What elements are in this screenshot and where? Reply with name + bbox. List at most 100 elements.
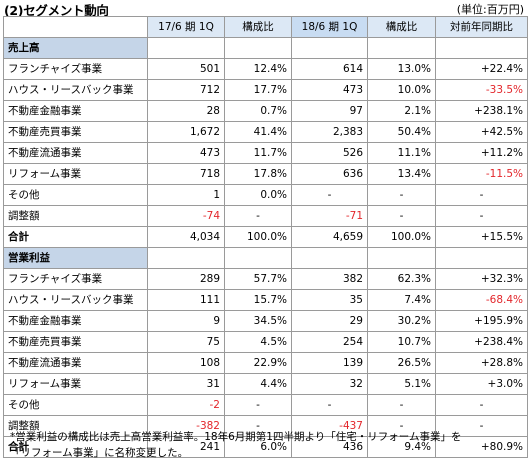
value-cell: +238.1%	[435, 100, 528, 122]
value-cell: 11.1%	[367, 142, 436, 164]
row-label: 不動産売買事業	[3, 331, 148, 353]
section-blank-cell	[291, 37, 368, 59]
value-cell: +42.5%	[435, 121, 528, 143]
value-cell: 0.7%	[224, 100, 292, 122]
value-cell: 382	[291, 268, 368, 290]
value-cell: -2	[147, 394, 225, 416]
table-row: その他 -2- - - -	[3, 394, 528, 416]
value-cell: 62.3%	[367, 268, 436, 290]
value-cell: -11.5%	[435, 163, 528, 185]
table-row: ハウス・リースバック事業 712 17.7% 473 10.0% -33.5%	[3, 79, 528, 101]
value-cell: 31	[147, 373, 225, 395]
value-cell: 9	[147, 310, 225, 332]
value-cell: -	[435, 205, 528, 227]
value-cell: 6.0%	[224, 436, 292, 458]
value-cell: 50.4%	[367, 121, 436, 143]
row-label: フランチャイズ事業	[3, 58, 148, 80]
value-cell: +22.4%	[435, 58, 528, 80]
value-cell: 10.7%	[367, 331, 436, 353]
section-header-row: 売上高	[3, 37, 528, 59]
value-cell: -	[224, 205, 292, 227]
header-corner-cell	[3, 16, 148, 38]
value-cell: 13.0%	[367, 58, 436, 80]
table-row: リフォーム事業 718 17.8% 636 13.4% -11.5%	[3, 163, 528, 185]
value-cell: 57.7%	[224, 268, 292, 290]
section-header-row: 営業利益	[3, 247, 528, 269]
table-row: ハウス・リースバック事業 111 15.7% 35 7.4% -68.4%	[3, 289, 528, 311]
value-cell: 614	[291, 58, 368, 80]
row-label: 不動産流通事業	[3, 142, 148, 164]
value-cell: -74	[147, 205, 225, 227]
value-cell: 526	[291, 142, 368, 164]
value-cell: -437	[291, 415, 368, 437]
value-cell: +32.3%	[435, 268, 528, 290]
value-cell: 15.7%	[224, 289, 292, 311]
segment-table: 17/6 期 1Q 構成比 18/6 期 1Q 構成比 対前年同期比 売上高 フラ…	[3, 16, 528, 458]
value-cell: 636	[291, 163, 368, 185]
value-cell: 5.1%	[367, 373, 436, 395]
value-cell: 2,383	[291, 121, 368, 143]
value-cell: 0.0%	[224, 184, 292, 206]
footnote: *営業利益の構成比は売上高営業利益率。18年6月期第1四半期より「住宅・リフォー…	[10, 429, 461, 461]
value-cell: 139	[291, 352, 368, 374]
value-cell: 4.4%	[224, 373, 292, 395]
value-cell: 473	[147, 142, 225, 164]
total-row: 合計 241 6.0% 436 9.4% +80.9%	[3, 436, 528, 458]
table-row: リフォーム事業 31 4.4% 32 5.1% +3.0%	[3, 373, 528, 395]
column-header-fy18-q1: 18/6 期 1Q	[291, 16, 368, 38]
value-cell: 289	[147, 268, 225, 290]
value-cell: -68.4%	[435, 289, 528, 311]
value-cell: 108	[147, 352, 225, 374]
value-cell: 241	[147, 436, 225, 458]
table-row: 不動産売買事業 75 4.5% 254 10.7% +238.4%	[3, 331, 528, 353]
value-cell: 718	[147, 163, 225, 185]
table-row: 不動産流通事業 108 22.9% 139 26.5% +28.8%	[3, 352, 528, 374]
value-cell: 7.4%	[367, 289, 436, 311]
row-label: ハウス・リースバック事業	[3, 289, 148, 311]
table-row: 調整額 -74- -71- -	[3, 205, 528, 227]
value-cell: -	[291, 394, 368, 416]
unit-label: (単位:百万円)	[456, 3, 524, 16]
row-label: 不動産売買事業	[3, 121, 148, 143]
value-cell: -	[435, 184, 528, 206]
column-header-yoy: 対前年同期比	[435, 16, 528, 38]
value-cell: 30.2%	[367, 310, 436, 332]
row-label: その他	[3, 184, 148, 206]
value-cell: 26.5%	[367, 352, 436, 374]
value-cell: -	[435, 394, 528, 416]
value-cell: 12.4%	[224, 58, 292, 80]
value-cell: 35	[291, 289, 368, 311]
row-label: リフォーム事業	[3, 373, 148, 395]
table-row: 不動産金融事業 9 34.5% 29 30.2% +195.9%	[3, 310, 528, 332]
value-cell: +195.9%	[435, 310, 528, 332]
value-cell: 29	[291, 310, 368, 332]
value-cell: 41.4%	[224, 121, 292, 143]
table-row: 不動産売買事業 1,672 41.4% 2,383 50.4% +42.5%	[3, 121, 528, 143]
section-title: 営業利益	[3, 247, 148, 269]
section-blank-cell	[224, 247, 292, 269]
value-cell: 4.5%	[224, 331, 292, 353]
row-label: ハウス・リースバック事業	[3, 79, 148, 101]
table-row: フランチャイズ事業 501 12.4% 614 13.0% +22.4%	[3, 58, 528, 80]
table-row: 不動産金融事業 28 0.7% 97 2.1% +238.1%	[3, 100, 528, 122]
value-cell: 97	[291, 100, 368, 122]
value-cell: 1	[147, 184, 225, 206]
table-row: フランチャイズ事業 289 57.7% 382 62.3% +32.3%	[3, 268, 528, 290]
value-cell: 100.0%	[367, 226, 436, 248]
value-cell: 254	[291, 331, 368, 353]
value-cell: 75	[147, 331, 225, 353]
value-cell: 17.8%	[224, 163, 292, 185]
value-cell: 501	[147, 58, 225, 80]
value-cell: -33.5%	[435, 79, 528, 101]
table-row: 不動産流通事業 473 11.7% 526 11.1% +11.2%	[3, 142, 528, 164]
row-label: 不動産金融事業	[3, 100, 148, 122]
value-cell: 4,034	[147, 226, 225, 248]
footnote-line-1: *営業利益の構成比は売上高営業利益率。18年6月期第1四半期より「住宅・リフォー…	[10, 431, 462, 443]
row-label: その他	[3, 394, 148, 416]
row-label: リフォーム事業	[3, 163, 148, 185]
column-header-ratio-fy17: 構成比	[224, 16, 292, 38]
value-cell: +15.5%	[435, 226, 528, 248]
row-label: フランチャイズ事業	[3, 268, 148, 290]
section-blank-cell	[224, 37, 292, 59]
